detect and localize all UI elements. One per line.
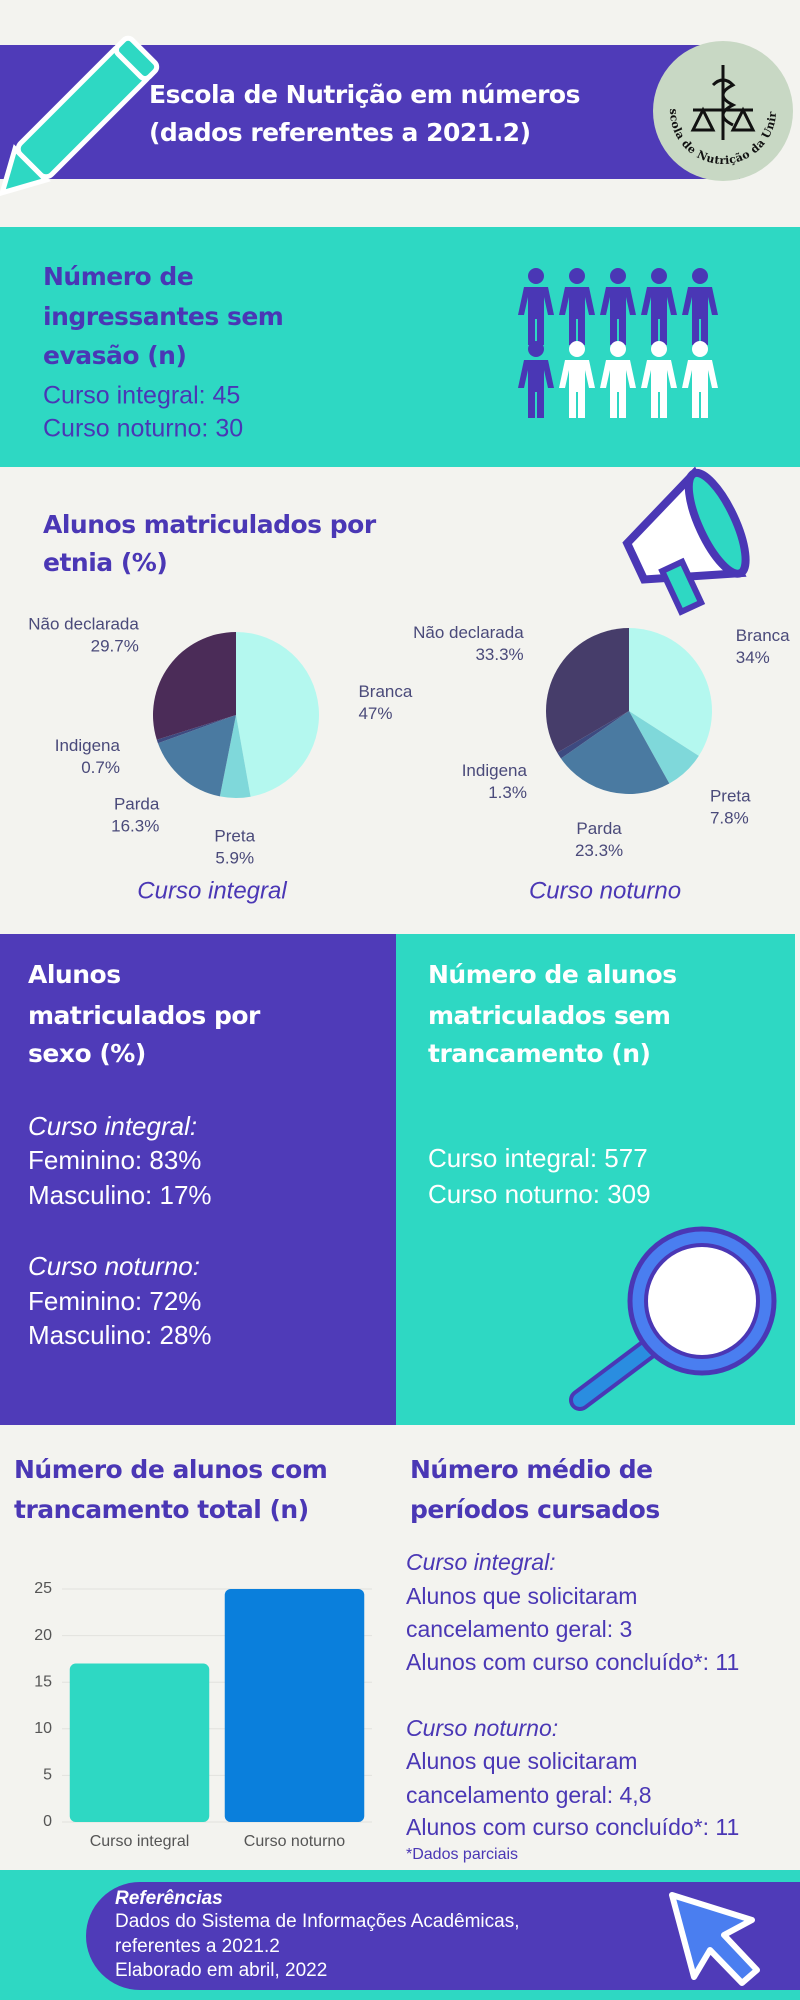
section-title: Alunos	[28, 960, 121, 989]
section-title: sexo (%)	[28, 1039, 146, 1068]
section-title: matriculados por	[28, 1001, 261, 1030]
pie-value-label: 23.3%	[575, 841, 623, 860]
section-title: ingressantes sem	[43, 302, 283, 331]
pie-slice	[152, 632, 236, 740]
pie-label: Preta	[710, 787, 751, 806]
pie-label: Branca	[358, 682, 412, 701]
pie-label: Branca	[736, 626, 790, 645]
pie-label: Não declarada	[28, 615, 139, 634]
section-text: Feminino: 83%	[28, 1145, 201, 1175]
section-text: Masculino: 28%	[28, 1320, 212, 1350]
pie-value-label: 1.3%	[488, 783, 527, 802]
pie-slice	[156, 715, 236, 744]
footer-text: Elaborado em abril, 2022	[115, 1960, 327, 1981]
section-text: Alunos com curso concluído*: 11	[406, 1649, 739, 1675]
section-title: Número de	[43, 262, 193, 291]
y-tick-label: 5	[43, 1767, 52, 1784]
section-title: Número médio de	[410, 1455, 653, 1484]
pie-slice	[629, 628, 712, 756]
pie-label: Indigena	[462, 761, 528, 780]
section-text: Feminino: 72%	[28, 1286, 201, 1316]
pie-value-label: 0.7%	[81, 758, 120, 777]
pie-slice	[546, 628, 629, 753]
section-text: cancelamento geral: 4,8	[406, 1782, 652, 1808]
section-text: Alunos que solicitaram	[406, 1748, 637, 1774]
group-heading: Curso integral:	[406, 1549, 556, 1575]
section-text: Alunos que solicitaram	[406, 1583, 637, 1609]
logo-emblem	[690, 65, 756, 140]
section-text: Masculino: 17%	[28, 1180, 212, 1210]
sexo-box	[0, 934, 396, 1425]
magnifier-icon	[569, 1226, 777, 1411]
pencil-icon	[0, 35, 160, 197]
bar	[224, 1589, 365, 1822]
section-title: Número de alunos com	[14, 1455, 327, 1484]
y-tick-label: 25	[34, 1580, 52, 1597]
pie-title: Curso noturno	[529, 877, 681, 904]
pie-value-label: 5.9%	[215, 848, 254, 867]
section-text: Curso integral: 45	[43, 382, 240, 410]
pie-title: Curso integral	[137, 877, 287, 904]
x-tick-label: Curso noturno	[244, 1833, 345, 1850]
group-heading: Curso noturno:	[28, 1251, 200, 1281]
pie-label: Parda	[114, 794, 160, 813]
note: *Dados parciais	[406, 1846, 518, 1863]
section-title: períodos cursados	[410, 1495, 660, 1524]
y-tick-label: 0	[43, 1813, 52, 1830]
section-text: Curso noturno: 309	[428, 1179, 651, 1209]
bar	[69, 1663, 210, 1822]
pie-slice	[560, 711, 670, 795]
pie-label: Parda	[576, 819, 622, 838]
pie-label: Preta	[214, 826, 255, 845]
pie-value-label: 7.8%	[710, 809, 749, 828]
section-text: Alunos com curso concluído*: 11	[406, 1814, 739, 1840]
pie-value-label: 47%	[358, 704, 392, 723]
section-text: Curso noturno: 30	[43, 415, 243, 443]
pie-label: Não declarada	[413, 623, 524, 642]
section-title: matriculados sem	[428, 1001, 670, 1030]
footer-text: Dados do Sistema de Informações Acadêmic…	[115, 1911, 519, 1932]
header-title: (dados referentes a 2021.2)	[149, 118, 531, 147]
pie-value-label: 33.3%	[475, 645, 523, 664]
pie-slice	[629, 711, 699, 784]
pie-value-label: 16.3%	[111, 816, 159, 835]
pie-value-label: 34%	[736, 648, 770, 667]
pie-slice	[236, 632, 319, 797]
y-tick-label: 10	[34, 1720, 52, 1737]
y-tick-label: 15	[34, 1673, 52, 1690]
section-title: trancamento (n)	[428, 1039, 650, 1068]
section-title: Alunos matriculados por	[43, 510, 377, 539]
megaphone-icon	[622, 466, 750, 616]
pie-slice	[157, 715, 236, 797]
pie-label: Indigena	[55, 736, 121, 755]
header-title: Escola de Nutrição em números	[149, 80, 580, 109]
cursor-icon	[669, 1892, 760, 1986]
section-title: Número de alunos	[428, 960, 677, 989]
y-tick-label: 20	[34, 1627, 52, 1644]
footer-pill	[86, 1882, 800, 1990]
x-tick-label: Curso integral	[90, 1833, 190, 1850]
group-heading: Curso noturno:	[406, 1715, 558, 1741]
footer-text: referentes a 2021.2	[115, 1936, 280, 1957]
section-text: Curso integral: 577	[428, 1143, 648, 1173]
footer-heading: Referências	[115, 1888, 223, 1909]
section-title: evasão (n)	[43, 341, 186, 370]
group-heading: Curso integral:	[28, 1111, 197, 1141]
section-title: etnia (%)	[43, 548, 167, 577]
pie-value-label: 29.7%	[91, 637, 139, 656]
section-text: cancelamento geral: 3	[406, 1616, 632, 1642]
section-title: trancamento total (n)	[14, 1495, 309, 1524]
pie-slice	[557, 711, 629, 759]
pie-slice	[219, 715, 251, 798]
